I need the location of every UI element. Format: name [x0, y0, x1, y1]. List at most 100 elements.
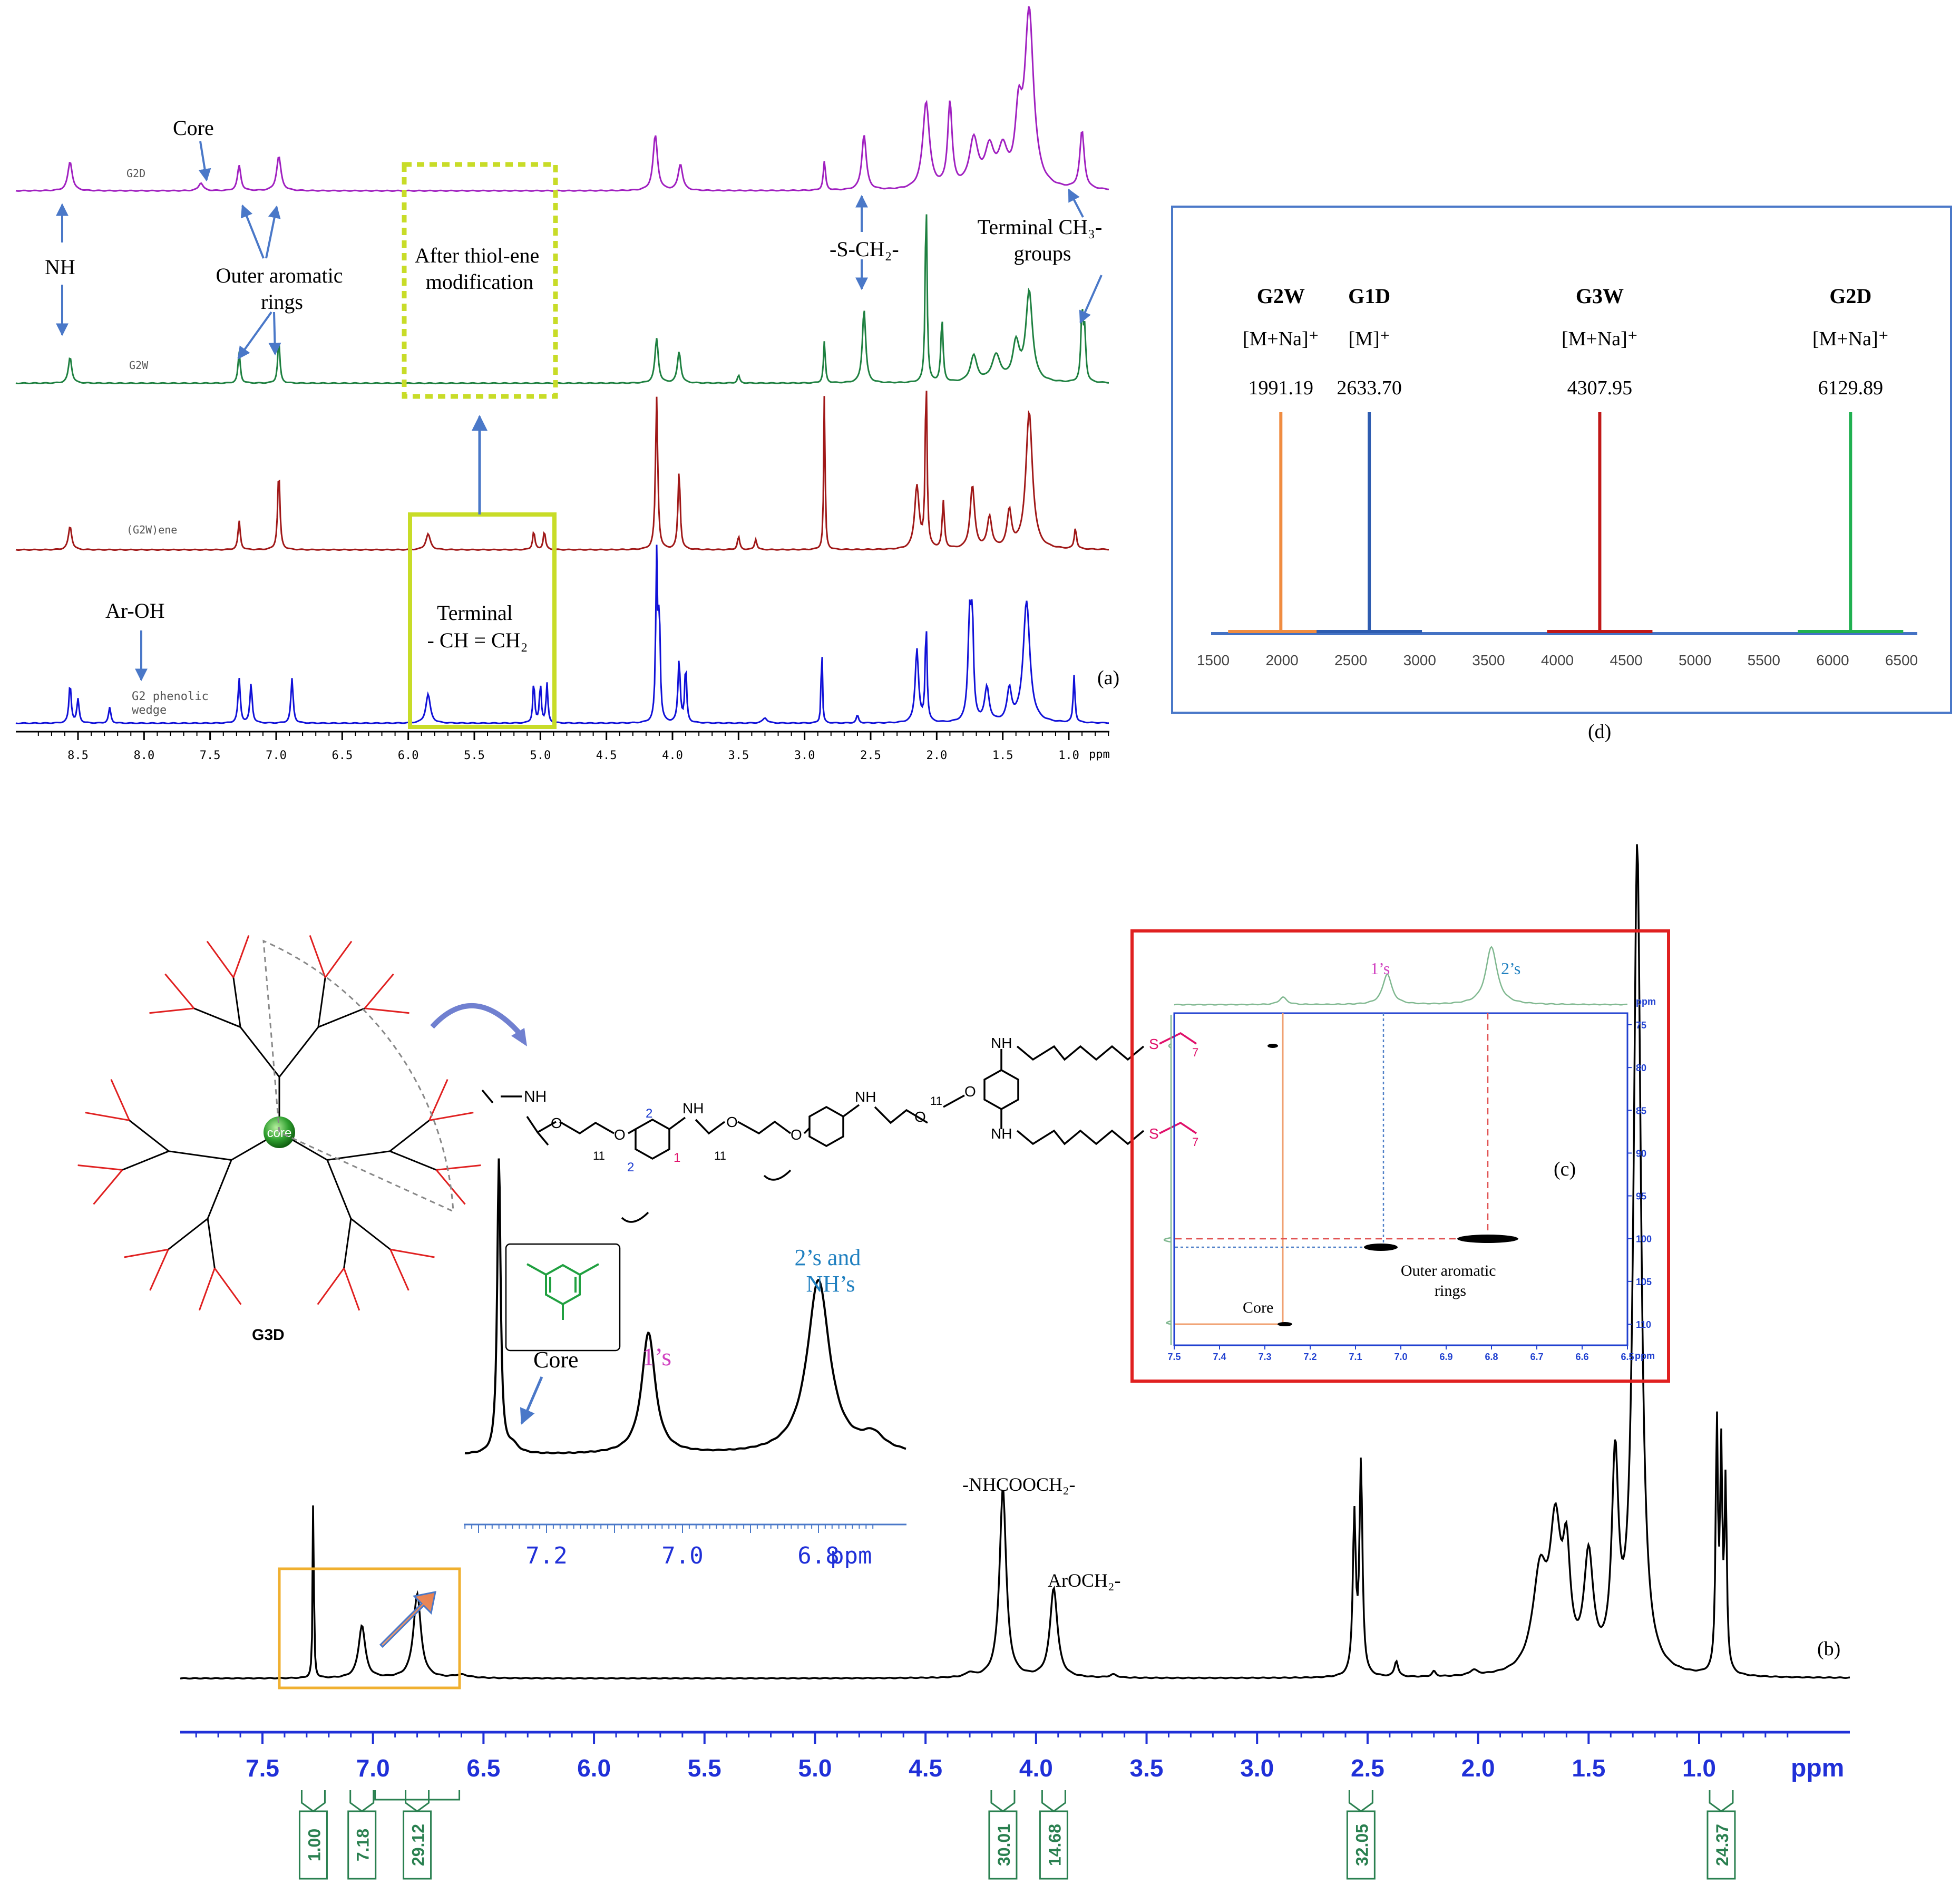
svg-text:NH: NH	[855, 1089, 876, 1105]
svg-text:O: O	[791, 1126, 802, 1143]
svg-text:O: O	[726, 1114, 738, 1130]
panel-d-maldi: G2W [M+Na]⁺ 1991.19 G1D [M]⁺ 2633.70 G3W [M+Na]…	[1171, 206, 1952, 743]
spectrum-g2-phenolic-wedge	[15, 545, 1109, 725]
panel-a-tick-label: 8.0	[133, 749, 154, 762]
hsqc-x-tick: 7.1	[1349, 1352, 1362, 1362]
panel-b-tick-label: 7.0	[356, 1754, 390, 1782]
maldi-tick-label: 5000	[1679, 652, 1711, 668]
spectrum-label-g2w-ene: (G2W)ene	[126, 523, 177, 536]
hsqc-label-ones: 1’s	[1370, 959, 1390, 978]
hsqc-x-tick: 6.7	[1530, 1352, 1543, 1362]
inset-tick-label: 7.2	[525, 1542, 567, 1569]
hsqc-y-tick: 110	[1636, 1319, 1651, 1330]
integral-region: 29.12	[403, 1790, 432, 1880]
spectrum-g2w	[15, 214, 1109, 385]
annotation-after-thiol: After thiol-ene modification	[415, 244, 545, 294]
panel-b-tick-label: 6.5	[466, 1754, 500, 1782]
maldi-tick-label: 3000	[1403, 652, 1436, 668]
maldi-label-ion: [M+Na]⁺	[1812, 328, 1889, 350]
maldi-tick-label: 4000	[1541, 652, 1574, 668]
panel-a-tick-label: 3.0	[794, 749, 815, 762]
svg-text:2: 2	[627, 1160, 634, 1174]
panel-a-tick-label: 4.0	[662, 749, 683, 762]
hsqc-y-tick: 75	[1636, 1020, 1646, 1031]
svg-text:NH: NH	[991, 1035, 1012, 1051]
panel-a-tick-label: 4.5	[596, 749, 617, 762]
hsqc-y-tick: 95	[1636, 1191, 1646, 1202]
maldi-label-ion: [M+Na]⁺	[1562, 328, 1638, 350]
inset-label-core: Core	[533, 1347, 579, 1373]
panel-c-hsqc: 7.5 7.4 7.3 7.2 7.1 7.0 6.9 6.8 6.7 6.6 6.5 75 80 85 9…	[1130, 929, 1670, 1383]
svg-text:7: 7	[1192, 1135, 1198, 1149]
svg-text:11: 11	[930, 1094, 942, 1108]
panel-a-axis-unit: ppm	[1089, 748, 1110, 761]
after-thiol-ene-box	[402, 162, 558, 399]
spectrum-g3d	[180, 844, 1850, 1680]
hsqc-label-twos: 2’s	[1501, 959, 1520, 978]
svg-text:O: O	[914, 1109, 926, 1125]
hsqc-y-tick: 105	[1636, 1277, 1652, 1287]
inset-label-ones: 1’s	[642, 1343, 671, 1371]
maldi-tick-label: 3500	[1472, 652, 1505, 668]
panel-b-tick-label: 5.0	[798, 1754, 832, 1782]
hsqc-label-core: Core	[1243, 1299, 1273, 1316]
inset-label-twos: 2’s and NH’s	[795, 1245, 867, 1297]
panel-a-tick-label: 5.5	[464, 749, 485, 762]
panel-a-x-axis: 8.5 8.0 7.5 7.0 6.5 6.0 5.5 5.0 4.5 4.0 3.5 3.0 2.5 2…	[16, 731, 1110, 762]
spectrum-label-g2w: G2W	[129, 359, 149, 372]
maldi-label-value: 1991.19	[1249, 377, 1314, 399]
annotation-ar-oh: Ar-OH	[105, 599, 165, 623]
maldi-label-ion: [M]⁺	[1349, 328, 1390, 350]
maldi-tick-label: 2000	[1265, 652, 1298, 668]
panel-c-frame	[1130, 929, 1670, 1383]
integral-region: 14.68	[1039, 1790, 1068, 1880]
peak-label-aroch2: ArOCH₂-	[1048, 1570, 1121, 1591]
panel-a-tick-label: 7.0	[266, 749, 287, 762]
hsqc-unit-y: ppm	[1636, 996, 1656, 1007]
svg-text:NH: NH	[682, 1100, 704, 1116]
zoom-arrow	[379, 1591, 436, 1648]
hsqc-x-tick: 6.5	[1621, 1352, 1634, 1362]
maldi-tick-label: 2500	[1334, 652, 1367, 668]
integral-value: 29.12	[409, 1824, 428, 1866]
panel-b-tick-label: 1.0	[1682, 1754, 1716, 1782]
svg-text:O: O	[964, 1083, 976, 1100]
panel-b-tick-label: 1.5	[1572, 1754, 1605, 1782]
svg-text:NH: NH	[524, 1088, 547, 1105]
panel-a-tick-label: 7.5	[200, 749, 221, 762]
hsqc-x-tick: 7.3	[1258, 1352, 1271, 1362]
panel-label-a: (a)	[1097, 667, 1119, 689]
panel-a-tick-label: 6.0	[398, 749, 419, 762]
g3d-dendrimer-diagram: core G3D	[77, 935, 527, 1344]
annotation-terminal-vinyl: Terminal - CH = CH₂	[427, 601, 528, 652]
maldi-tick-label: 6000	[1816, 652, 1849, 668]
hsqc-x-tick: 7.2	[1303, 1352, 1317, 1362]
hsqc-projection	[1174, 946, 1628, 1006]
panel-b-tick-label: 7.5	[246, 1754, 279, 1782]
annotation-outer-aromatic: Outer aromatic rings	[216, 264, 348, 314]
svg-text:2: 2	[646, 1106, 652, 1121]
inset-axis-unit: ppm	[830, 1542, 872, 1569]
hsqc-y-tick: 85	[1636, 1105, 1646, 1116]
svg-text:S: S	[1149, 1036, 1159, 1052]
svg-text:S: S	[1149, 1125, 1159, 1142]
hsqc-x-tick: 7.5	[1167, 1352, 1181, 1362]
svg-text:O: O	[551, 1115, 562, 1131]
hsqc-y-tick: 100	[1636, 1234, 1652, 1245]
panel-b-tick-label: 4.5	[909, 1754, 942, 1782]
panel-b-x-axis: 7.5 7.0 6.5 6.0 5.5 5.0 4.5 4.0 3.5 3.0 2.5 2.0 1.5 1…	[180, 1731, 1850, 1782]
core-structure-box	[505, 1243, 621, 1352]
integral-value: 7.18	[354, 1829, 373, 1861]
annotation-terminal-ch3: Terminal CH₃- groups	[978, 215, 1108, 265]
svg-text:11: 11	[714, 1149, 726, 1162]
hsqc-left-projection	[1163, 1015, 1172, 1345]
panel-a-tick-label: 2.0	[926, 749, 947, 762]
hsqc-crosspeak-core	[1278, 1322, 1292, 1326]
panel-a-tick-label: 6.5	[331, 749, 353, 762]
panel-label-b: (b)	[1817, 1638, 1840, 1660]
maldi-label-name: G2W	[1257, 284, 1305, 308]
svg-text:11: 11	[593, 1149, 605, 1162]
panel-b-tick-label: 6.0	[577, 1754, 611, 1782]
maldi-tick-label: 6500	[1885, 652, 1918, 668]
